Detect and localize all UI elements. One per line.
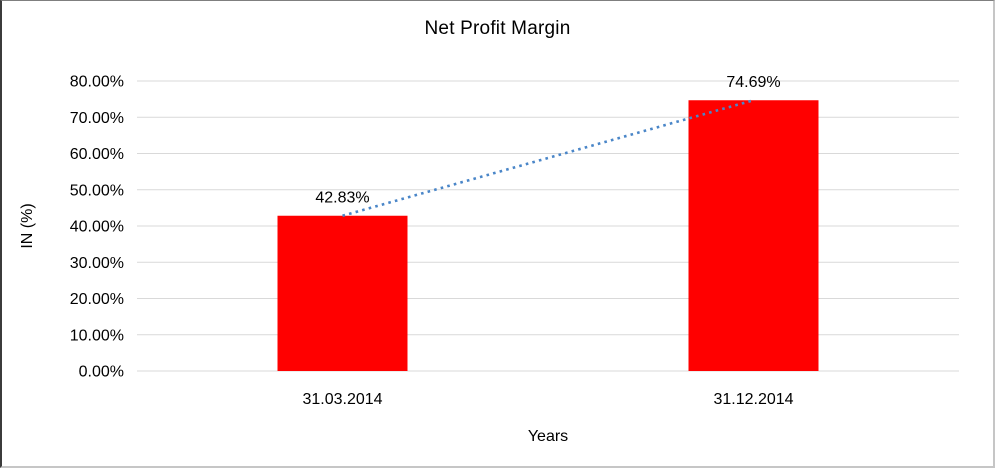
y-tick-label: 20.00% (70, 291, 124, 308)
y-tick-label: 40.00% (70, 219, 124, 236)
x-axis-title: Years (527, 428, 569, 445)
y-tick-label: 80.00% (70, 74, 124, 91)
y-tick-label: 70.00% (70, 110, 124, 127)
bar-data-label: 42.83% (315, 190, 369, 207)
bar (277, 215, 408, 371)
y-tick-label: 50.00% (70, 182, 124, 199)
y-tick-label: 10.00% (70, 327, 124, 344)
y-tick-label: 60.00% (70, 146, 124, 163)
trendline (342, 98, 754, 217)
chart-title: Net Profit Margin (424, 18, 571, 39)
x-category-label: 31.12.2014 (713, 391, 793, 408)
x-category-label: 31.03.2014 (302, 391, 382, 408)
y-tick-label: 0.00% (79, 364, 124, 381)
bar-data-label: 74.69% (726, 74, 780, 91)
bar (688, 100, 819, 371)
y-tick-label: 30.00% (70, 255, 124, 272)
